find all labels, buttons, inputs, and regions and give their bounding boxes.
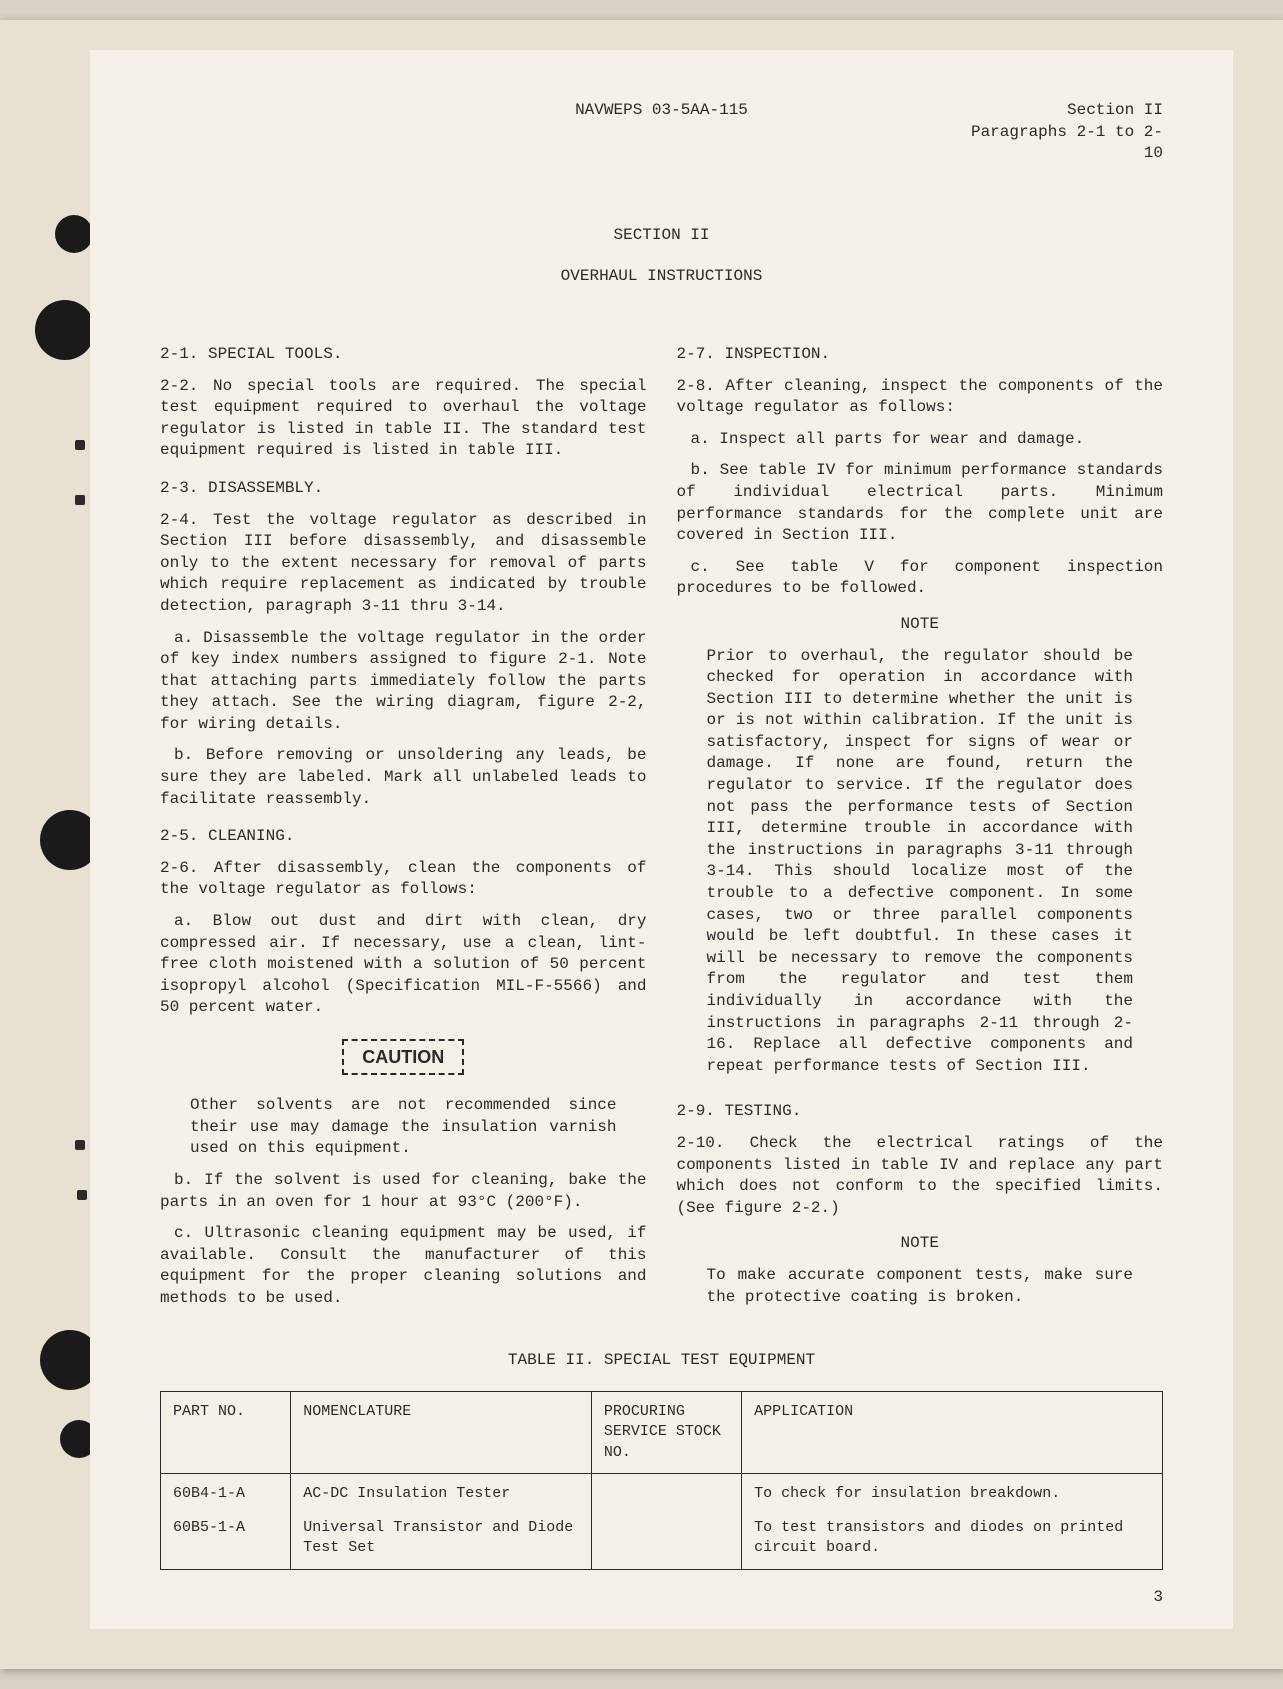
cell-part-no-1: 60B4-1-A [173, 1484, 278, 1504]
th-application: APPLICATION [742, 1392, 1163, 1474]
para-2-10: 2-10. Check the electrical ratings of th… [677, 1133, 1164, 1219]
para-2-4b: b. Before removing or unsoldering any le… [160, 745, 647, 810]
para-2-2: 2-2. No special tools are required. The … [160, 376, 647, 462]
caution-wrap: CAUTION [160, 1029, 647, 1085]
left-column: 2-1. SPECIAL TOOLS. 2-2. No special tool… [160, 328, 647, 1320]
punch-hole [55, 215, 93, 253]
para-2-6a: a. Blow out dust and dirt with clean, dr… [160, 911, 647, 1019]
table-header-row: PART NO. NOMENCLATURE PROCURING SERVICE … [161, 1392, 1163, 1474]
heading-disassembly: 2-3. DISASSEMBLY. [160, 478, 647, 500]
para-2-8c: c. See table V for component inspection … [677, 557, 1164, 600]
cell-application-2: To test transistors and diodes on printe… [754, 1518, 1150, 1559]
punch-hole [35, 300, 95, 360]
table-row: 60B4-1-A 60B5-1-A AC-DC Insulation Teste… [161, 1473, 1163, 1569]
cell-nomenclature-2: Universal Transistor and Diode Test Set [303, 1518, 579, 1559]
right-column: 2-7. INSPECTION. 2-8. After cleaning, in… [677, 328, 1164, 1320]
cell-part-no-2: 60B5-1-A [173, 1518, 278, 1538]
heading-inspection: 2-7. INSPECTION. [677, 344, 1164, 366]
special-test-equipment-table: PART NO. NOMENCLATURE PROCURING SERVICE … [160, 1391, 1163, 1570]
para-2-6: 2-6. After disassembly, clean the compon… [160, 858, 647, 901]
para-2-8a: a. Inspect all parts for wear and damage… [677, 429, 1164, 451]
note-text-2: To make accurate component tests, make s… [707, 1265, 1134, 1308]
header-paragraphs: Paragraphs 2-1 to 2-10 [963, 122, 1163, 165]
page-outer: NAVWEPS 03-5AA-115 Section II Paragraphs… [0, 20, 1283, 1669]
para-2-4a: a. Disassemble the voltage regulator in … [160, 628, 647, 736]
doc-number: NAVWEPS 03-5AA-115 [360, 100, 963, 165]
section-title: SECTION II [160, 225, 1163, 247]
para-2-4: 2-4. Test the voltage regulator as descr… [160, 510, 647, 618]
stray-mark [75, 440, 85, 450]
page-number: 3 [1153, 1587, 1163, 1609]
para-2-6b: b. If the solvent is used for cleaning, … [160, 1170, 647, 1213]
stray-mark [77, 1190, 87, 1200]
th-nomenclature: NOMENCLATURE [291, 1392, 592, 1474]
heading-cleaning: 2-5. CLEANING. [160, 826, 647, 848]
para-2-6c: c. Ultrasonic cleaning equipment may be … [160, 1223, 647, 1309]
heading-testing: 2-9. TESTING. [677, 1101, 1164, 1123]
para-2-8: 2-8. After cleaning, inspect the compone… [677, 376, 1164, 419]
page-content: NAVWEPS 03-5AA-115 Section II Paragraphs… [90, 50, 1233, 1629]
cell-nomenclature-1: AC-DC Insulation Tester [303, 1484, 579, 1504]
stray-mark [75, 495, 85, 505]
header-section: Section II [963, 100, 1163, 122]
stray-mark [75, 1140, 85, 1150]
note-label-2: NOTE [677, 1233, 1164, 1255]
table-title: TABLE II. SPECIAL TEST EQUIPMENT [160, 1350, 1163, 1372]
cell-application-1: To check for insulation breakdown. [754, 1484, 1150, 1504]
th-stock-no: PROCURING SERVICE STOCK NO. [591, 1392, 741, 1474]
note-text-1: Prior to overhaul, the regulator should … [707, 646, 1134, 1078]
heading-special-tools: 2-1. SPECIAL TOOLS. [160, 344, 647, 366]
caution-text: Other solvents are not recommended since… [190, 1095, 617, 1160]
page-header: NAVWEPS 03-5AA-115 Section II Paragraphs… [160, 100, 1163, 165]
para-2-8b: b. See table IV for minimum performance … [677, 460, 1164, 546]
caution-label: CAUTION [342, 1039, 464, 1075]
body-columns: 2-1. SPECIAL TOOLS. 2-2. No special tool… [160, 328, 1163, 1320]
th-part-no: PART NO. [161, 1392, 291, 1474]
note-label-1: NOTE [677, 614, 1164, 636]
section-subtitle: OVERHAUL INSTRUCTIONS [160, 266, 1163, 288]
